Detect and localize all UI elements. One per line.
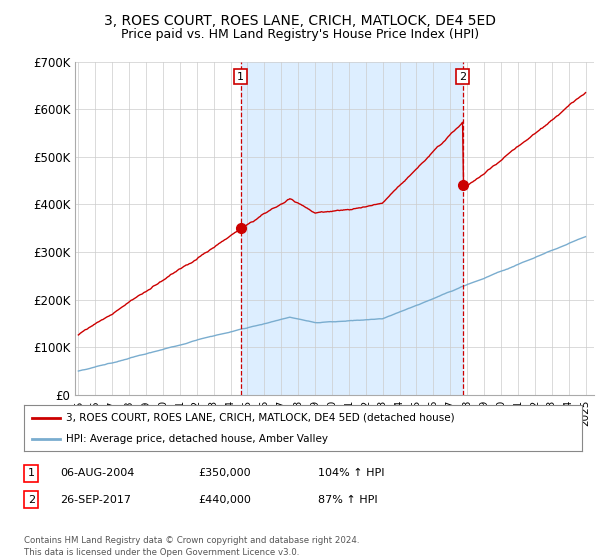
Text: 2: 2 [28, 494, 35, 505]
Text: 1: 1 [28, 468, 35, 478]
Text: Price paid vs. HM Land Registry's House Price Index (HPI): Price paid vs. HM Land Registry's House … [121, 28, 479, 41]
Text: HPI: Average price, detached house, Amber Valley: HPI: Average price, detached house, Ambe… [66, 435, 328, 444]
Text: 26-SEP-2017: 26-SEP-2017 [60, 494, 131, 505]
Bar [241, 62, 463, 395]
Text: £350,000: £350,000 [198, 468, 251, 478]
Text: Contains HM Land Registry data © Crown copyright and database right 2024.
This d: Contains HM Land Registry data © Crown c… [24, 536, 359, 557]
Text: 104% ↑ HPI: 104% ↑ HPI [318, 468, 385, 478]
Text: 2: 2 [459, 72, 466, 82]
Text: 87% ↑ HPI: 87% ↑ HPI [318, 494, 377, 505]
Text: 1: 1 [237, 72, 244, 82]
Text: 3, ROES COURT, ROES LANE, CRICH, MATLOCK, DE4 5ED: 3, ROES COURT, ROES LANE, CRICH, MATLOCK… [104, 14, 496, 28]
Text: 06-AUG-2004: 06-AUG-2004 [60, 468, 134, 478]
Text: £440,000: £440,000 [198, 494, 251, 505]
Text: 3, ROES COURT, ROES LANE, CRICH, MATLOCK, DE4 5ED (detached house): 3, ROES COURT, ROES LANE, CRICH, MATLOCK… [66, 413, 454, 423]
